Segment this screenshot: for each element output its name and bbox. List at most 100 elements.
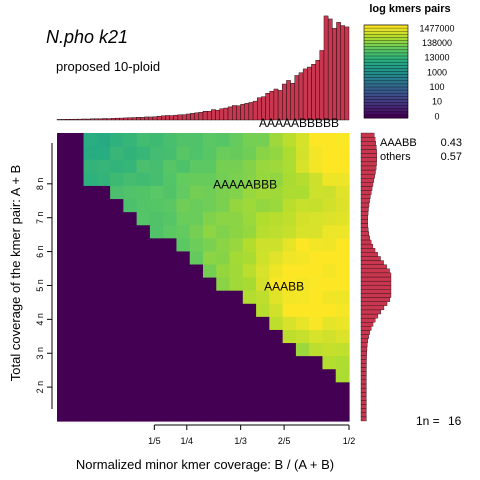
legend-color-step <box>364 74 408 79</box>
heatmap-cell <box>136 250 151 265</box>
legend-color-step <box>364 25 408 29</box>
heatmap-cell <box>256 303 270 317</box>
heatmap-cell <box>282 381 297 396</box>
x-tick-label: 1/2 <box>343 436 356 446</box>
heatmap-cell <box>176 303 191 317</box>
x-axis-label: Normalized minor kmer coverage: B / (A +… <box>76 457 334 472</box>
heatmap-cell <box>70 316 85 330</box>
heatmap-cell <box>136 381 151 396</box>
heatmap-cell <box>123 250 138 265</box>
heatmap-cell <box>216 159 231 173</box>
heatmap-cell <box>83 224 98 239</box>
legend-color-step <box>364 65 408 69</box>
heatmap-cell <box>149 290 164 304</box>
heatmap-cell <box>57 146 71 160</box>
heatmap-cell <box>203 316 217 330</box>
heatmap-cell <box>83 355 98 370</box>
heatmap-cell <box>335 329 350 344</box>
heatmap-cell <box>269 224 284 239</box>
heatmap-cell <box>309 355 324 370</box>
heatmap-cell <box>110 316 124 330</box>
heatmap-cell <box>149 303 164 317</box>
top-histogram-bar <box>223 107 229 121</box>
top-histogram-bar <box>85 118 91 121</box>
heatmap-cell <box>203 159 217 173</box>
heatmap-cell <box>256 198 270 213</box>
heatmap-cell <box>269 368 284 383</box>
heatmap-cell <box>57 368 71 383</box>
heatmap-cell <box>110 381 124 396</box>
heatmap-cell <box>322 394 337 409</box>
heatmap-cell <box>163 316 178 330</box>
heatmap-cell <box>242 224 257 239</box>
right-histogram-bar <box>360 412 367 418</box>
heatmap-cell <box>70 355 85 370</box>
legend-color-step <box>364 52 408 57</box>
heatmap-cell <box>149 185 164 200</box>
right-histogram-bar <box>360 264 387 269</box>
heatmap-cell <box>242 185 257 200</box>
stat-value-0: 0.43 <box>441 137 462 149</box>
heatmap-cell <box>163 368 178 383</box>
heatmap-cell <box>123 146 138 160</box>
legend-color-step <box>364 40 408 45</box>
right-histogram-bar <box>360 132 375 138</box>
heatmap-cell <box>203 198 217 213</box>
heatmap-cell <box>203 133 217 147</box>
heatmap-cell <box>269 407 284 422</box>
heatmap-cell <box>163 407 178 422</box>
heatmap-cell <box>203 224 217 239</box>
heatmap-cell <box>322 381 337 396</box>
top-histogram-bar <box>315 60 321 121</box>
heatmap-cell <box>229 133 244 147</box>
heatmap-cell <box>83 133 98 147</box>
right-histogram-bar <box>360 346 368 352</box>
heatmap-cell <box>123 316 138 330</box>
heatmap-cell <box>269 133 284 147</box>
heatmap-cell <box>110 250 124 265</box>
heatmap-cell <box>83 198 98 213</box>
heatmap-cell <box>282 394 297 409</box>
heatmap-cell <box>242 159 257 173</box>
right-histogram-bar <box>360 301 388 306</box>
right-histogram-bar <box>360 165 377 171</box>
heatmap-cell <box>110 394 124 409</box>
heatmap-cell <box>322 263 337 278</box>
top-histogram <box>56 15 350 121</box>
heatmap-cell <box>70 303 85 317</box>
chart-title: N.pho k21 <box>46 27 128 47</box>
heatmap-cell <box>163 342 178 357</box>
heatmap-cell <box>70 237 85 252</box>
heatmap-cell <box>295 237 310 252</box>
right-histogram-bar <box>360 215 369 220</box>
right-histogram-bar <box>360 322 374 327</box>
top-histogram-bar <box>219 108 225 121</box>
heatmap-cell <box>136 290 151 304</box>
heatmap-cell <box>163 303 178 317</box>
heatmap-cell <box>149 342 164 357</box>
heatmap-cell <box>256 224 270 239</box>
heatmap-cell <box>309 303 324 317</box>
top-histogram-bar <box>94 118 99 121</box>
top-histogram-bar <box>231 105 237 121</box>
right-histogram-bar <box>360 243 374 249</box>
heatmap-cell <box>163 394 178 409</box>
legend-color-step <box>364 31 408 35</box>
heatmap-cell <box>269 303 284 317</box>
heatmap-cell <box>136 146 151 160</box>
heatmap-cell <box>189 316 204 330</box>
heatmap-cell <box>110 277 124 291</box>
right-histogram-bar <box>360 289 392 294</box>
heatmap-cell <box>229 198 244 213</box>
heatmap-cell <box>282 303 297 317</box>
heatmap-cell <box>309 316 324 330</box>
right-histogram-bar <box>360 173 375 179</box>
right-histogram-bar <box>360 235 370 241</box>
heatmap-cell <box>335 146 350 160</box>
heatmap-cell <box>96 407 111 422</box>
top-histogram-bar <box>69 118 74 121</box>
heatmap-cell <box>176 290 191 304</box>
heatmap-cell <box>335 303 350 317</box>
heatmap-cell <box>256 263 270 278</box>
